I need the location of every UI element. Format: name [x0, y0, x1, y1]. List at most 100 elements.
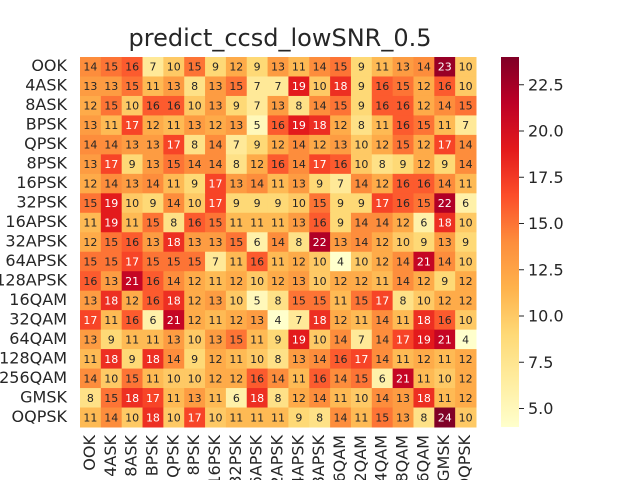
cell-label: 14: [438, 178, 452, 191]
cell-label: 16: [188, 217, 202, 230]
cell-label: 16: [417, 178, 431, 191]
heat-cell: [100, 329, 123, 350]
heat-cell: [267, 310, 289, 331]
heat-cell: [184, 134, 206, 155]
heat-cell: [121, 154, 144, 175]
heat-cell: [371, 349, 394, 370]
heat-cell: [121, 232, 144, 253]
heat-cell: [184, 271, 206, 292]
cell-label: 9: [337, 197, 344, 210]
cell-label: 7: [358, 333, 365, 346]
heat-cell: [288, 251, 310, 272]
cell-label: 10: [125, 100, 139, 113]
cell-label: 9: [441, 275, 448, 288]
cell-label: 8: [358, 119, 365, 132]
y-tick-label: BPSK: [26, 115, 68, 134]
cell-label: 18: [167, 294, 181, 307]
heat-cell: [413, 154, 435, 175]
heat-cell: [142, 407, 164, 428]
heat-cell: [330, 388, 352, 409]
heat-cell: [205, 232, 227, 253]
y-tick-label: 32QAM: [9, 309, 67, 328]
heat-cell: [413, 212, 435, 233]
heat-cell: [80, 329, 102, 350]
heat-cell: [205, 115, 227, 136]
heat-cell: [350, 388, 373, 409]
cell-label: 14: [104, 139, 118, 152]
cell-label: 13: [438, 236, 452, 249]
cell-label: 15: [334, 100, 348, 113]
heat-cell: [100, 115, 123, 136]
cell-label: 12: [83, 236, 97, 249]
heat-cell: [288, 368, 310, 389]
heat-cell: [350, 76, 373, 97]
heat-cell: [413, 95, 435, 116]
cell-label: 13: [146, 139, 160, 152]
cell-label: 16: [396, 100, 410, 113]
heat-cell: [413, 407, 435, 428]
heat-cell: [100, 95, 123, 116]
heat-cell: [225, 388, 248, 409]
cell-label: 13: [167, 80, 181, 93]
heat-cell: [350, 329, 373, 350]
heat-cell: [184, 154, 206, 175]
heat-cell: [246, 193, 269, 214]
heat-cell: [184, 115, 206, 136]
heat-cell: [288, 271, 310, 292]
cell-label: 13: [208, 333, 222, 346]
heat-cell: [371, 134, 394, 155]
cell-label: 16: [83, 275, 97, 288]
cell-label: 14: [104, 178, 118, 191]
cell-label: 11: [334, 294, 348, 307]
cell-label: 14: [438, 255, 452, 268]
cell-label: 15: [146, 217, 160, 230]
cell-label: 17: [167, 139, 181, 152]
heat-cell: [288, 310, 310, 331]
cell-label: 15: [104, 236, 118, 249]
heat-cell: [163, 310, 185, 331]
cell-label: 10: [459, 217, 473, 230]
cell-label: 14: [313, 100, 327, 113]
cell-label: 13: [83, 80, 97, 93]
heat-cell: [205, 271, 227, 292]
heat-cell: [392, 115, 414, 136]
cell-label: 10: [188, 372, 202, 385]
cell-label: 13: [208, 236, 222, 249]
cell-label: 14: [313, 353, 327, 366]
cell-label: 4: [462, 333, 469, 346]
cell-label: 16: [334, 158, 348, 171]
heat-cell: [350, 251, 373, 272]
y-tick-label: 32PSK: [16, 193, 67, 212]
heat-cell: [330, 290, 352, 311]
cell-label: 10: [313, 255, 327, 268]
cell-label: 12: [334, 314, 348, 327]
cell-label: 13: [292, 353, 306, 366]
cell-label: 15: [104, 255, 118, 268]
heat-cell: [455, 173, 477, 194]
heat-cell: [330, 329, 352, 350]
heat-cell: [413, 57, 435, 77]
cell-label: 12: [417, 100, 431, 113]
heat-cell: [455, 57, 477, 77]
heat-cell: [246, 57, 269, 77]
cell-label: 15: [188, 255, 202, 268]
cell-label: 13: [125, 139, 139, 152]
cell-label: 13: [83, 294, 97, 307]
cell-label: 13: [292, 178, 306, 191]
cell-label: 16: [146, 100, 160, 113]
cell-label: 17: [438, 139, 452, 152]
heat-cell: [267, 57, 289, 77]
cell-label: 14: [292, 139, 306, 152]
heat-cell: [392, 349, 414, 370]
cell-label: 12: [229, 314, 243, 327]
heat-cell: [184, 407, 206, 428]
cell-label: 16: [396, 197, 410, 210]
heat-cell: [246, 76, 269, 97]
heat-cell: [309, 76, 331, 97]
cell-label: 18: [417, 314, 431, 327]
cell-label: 15: [459, 100, 473, 113]
cell-label: 8: [87, 392, 94, 405]
cell-label: 14: [313, 61, 327, 74]
cell-label: 10: [250, 353, 264, 366]
heat-cell: [205, 95, 227, 116]
